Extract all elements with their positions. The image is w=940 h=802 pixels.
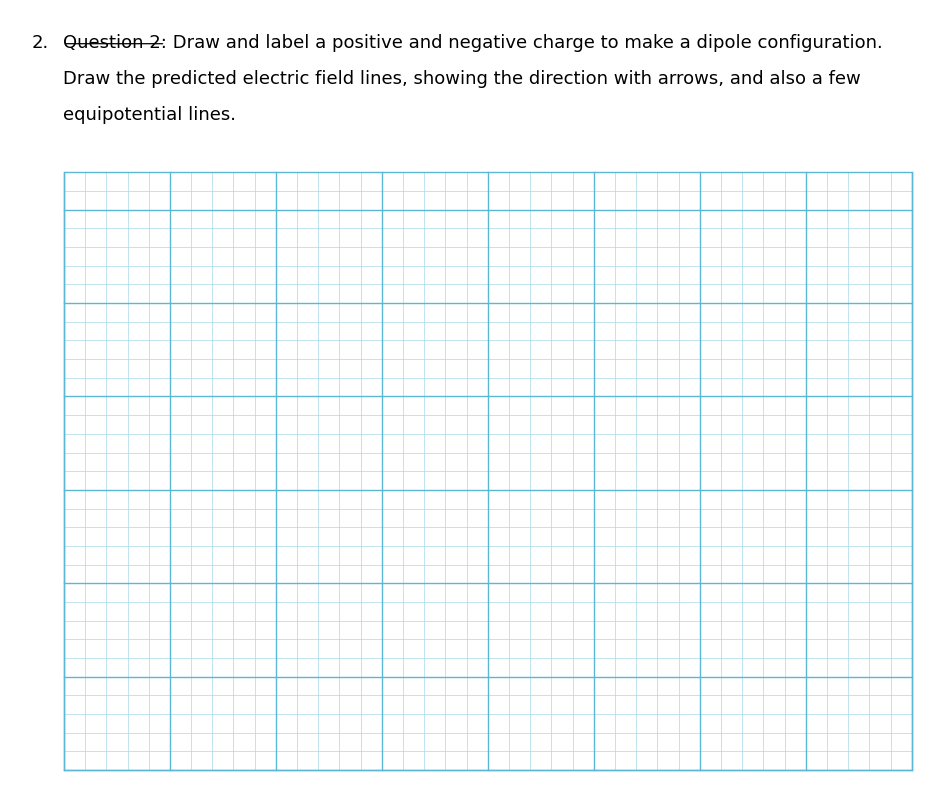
Bar (64, 172, 912, 770)
Text: equipotential lines.: equipotential lines. (63, 106, 236, 124)
Text: Draw the predicted electric field lines, showing the direction with arrows, and : Draw the predicted electric field lines,… (63, 70, 861, 87)
Text: Draw and label a positive and negative charge to make a dipole configuration.: Draw and label a positive and negative c… (167, 34, 883, 51)
Text: Question 2:: Question 2: (63, 34, 167, 51)
Text: 2.: 2. (32, 34, 49, 51)
